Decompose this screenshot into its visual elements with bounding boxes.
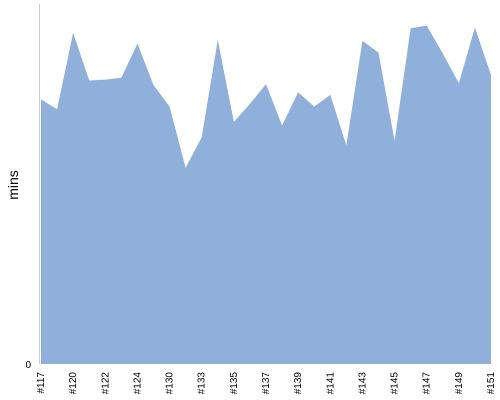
x-tick-label: #147	[422, 372, 433, 395]
x-tick-label: #135	[229, 372, 240, 395]
x-tick-label: #124	[132, 372, 143, 395]
x-tick-label: #141	[325, 372, 336, 395]
x-tick-label: #130	[165, 372, 176, 395]
x-tick-label: #117	[36, 372, 47, 394]
x-tick-label: #143	[357, 372, 368, 395]
y-axis-title: mins	[5, 170, 21, 200]
series-area	[41, 25, 491, 364]
x-tick-label: #137	[261, 372, 272, 395]
x-tick-label: #120	[68, 372, 79, 395]
x-tick-label: #151	[486, 372, 497, 395]
plot-area	[41, 25, 491, 364]
x-tick-label: #149	[454, 372, 465, 395]
y-tick-label: 0	[25, 360, 31, 371]
x-tick-label: #122	[100, 372, 111, 395]
y-axis-ticks: 0	[25, 360, 31, 371]
x-tick-label: #145	[390, 372, 401, 395]
x-tick-label: #139	[293, 372, 304, 395]
x-tick-label: #133	[197, 372, 208, 395]
x-axis-ticks: #117 #120 #122 #124 #130 #133 #135 #137 #139 #141…	[36, 372, 497, 395]
